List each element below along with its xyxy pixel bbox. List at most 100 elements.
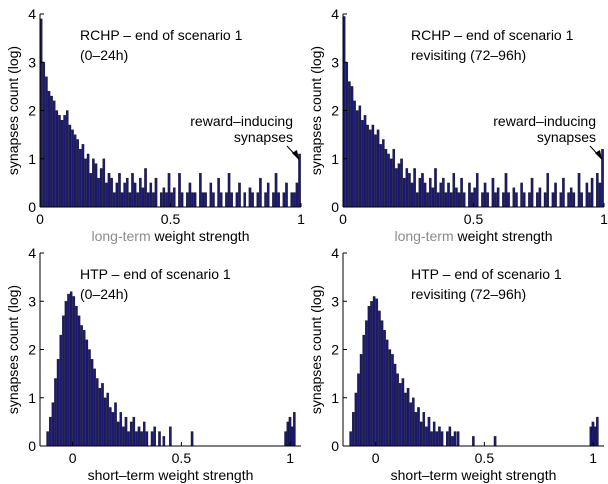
histogram-bar [354, 392, 358, 447]
histogram-bar [54, 378, 57, 447]
histogram-bar [84, 158, 87, 208]
histogram-bar [97, 177, 100, 208]
histogram-bar [475, 173, 479, 208]
histogram-bar [589, 426, 593, 447]
histogram-bar [380, 320, 384, 447]
histogram-bar [379, 144, 382, 208]
histogram-bar [126, 177, 129, 208]
histogram-bar [588, 192, 591, 208]
histogram-bar [209, 182, 213, 208]
histogram-bar [225, 192, 228, 208]
histogram-bar [59, 334, 63, 447]
histogram-bar [448, 426, 452, 447]
y-tick-label: 1 [28, 390, 36, 406]
histogram-bar [49, 416, 52, 447]
histogram-bar [361, 120, 364, 208]
histogram-bar [580, 192, 583, 208]
histogram-bar [88, 349, 91, 447]
histogram-bars [349, 296, 599, 447]
histogram-bar [389, 158, 393, 208]
x-tick-label: 0.5 [475, 450, 495, 466]
histogram-bar [127, 431, 130, 447]
x-tick-label: 1 [589, 450, 597, 466]
histogram-bar [352, 412, 355, 447]
y-tick-label: 1 [331, 151, 339, 167]
histogram-bar [468, 182, 471, 208]
histogram-bar [596, 173, 599, 208]
annotation-title: RCHP – end of scenario 1 [80, 27, 243, 43]
histogram-bar [217, 177, 220, 208]
histogram-bar [293, 412, 296, 447]
y-tick-label: 3 [28, 293, 36, 309]
histogram-bar [288, 416, 292, 447]
histogram-bar [90, 359, 94, 447]
histogram-bar [122, 426, 125, 447]
histogram-bar [447, 182, 450, 208]
histogram-bar [429, 177, 432, 208]
histogram-bar [358, 105, 362, 208]
histogram-bar [435, 431, 439, 447]
y-tick-label: 4 [28, 6, 36, 22]
histogram-bar [144, 168, 147, 208]
histogram-bar [42, 62, 46, 208]
histogram-bar [425, 426, 428, 447]
x-axis-label-prefix: long-term [395, 228, 454, 244]
histogram-bar [158, 431, 161, 447]
histogram-bar [103, 397, 107, 447]
histogram-bar [133, 182, 137, 208]
histogram-bar [397, 163, 401, 208]
histogram-bar [62, 315, 65, 447]
histogram-bar [418, 177, 422, 208]
histogram-bar [449, 192, 453, 208]
chart-panel-2: 0 1 2 3 4 0 0.5 1 synapses count (log) long-term … [308, 6, 608, 244]
y-tick-label: 4 [331, 245, 339, 261]
histogram-bar [417, 407, 420, 447]
histogram-bar [426, 192, 429, 208]
y-tick-label: 0 [331, 438, 339, 454]
y-axis-label: synapses count (log) [308, 46, 324, 175]
histogram-bar [212, 192, 215, 208]
x-tick-label: 0 [372, 450, 380, 466]
histogram-bar [73, 134, 77, 208]
histogram-bar [376, 129, 380, 208]
histogram-bar [577, 173, 581, 208]
histogram-bar [172, 187, 176, 208]
histogram-bar [150, 431, 154, 447]
histogram-bar [110, 177, 113, 208]
histogram-bar [69, 291, 73, 447]
histogram-bar [404, 392, 407, 447]
histogram-bar [396, 373, 399, 447]
histogram-bar [50, 95, 53, 208]
histogram-bar [554, 182, 557, 208]
x-axis-label-main: weight strength [151, 228, 250, 244]
histogram-bar [572, 192, 576, 208]
histogram-bar [410, 182, 414, 208]
histogram-bar [82, 330, 86, 447]
histogram-bar [430, 431, 433, 447]
histogram-bar [107, 173, 111, 208]
histogram-bar [132, 416, 136, 447]
x-tick-label: 0 [339, 211, 347, 227]
histogram-bar [165, 192, 168, 208]
histogram-bar [60, 120, 64, 208]
histogram-bar [370, 301, 373, 447]
x-axis-label: long-term weight strength [92, 228, 250, 244]
histogram-bar [230, 192, 233, 208]
histogram-bar [504, 173, 508, 208]
y-tick-label: 0 [28, 199, 36, 215]
y-tick-label: 3 [331, 293, 339, 309]
histogram-bar [259, 177, 262, 208]
x-tick-label: 0.5 [464, 211, 484, 227]
histogram-bar [162, 436, 166, 447]
histogram-bar [350, 86, 354, 208]
histogram-bar [264, 192, 267, 208]
histogram-bar [178, 173, 181, 208]
histogram-bar [64, 301, 68, 447]
histogram-bar [444, 192, 448, 208]
histogram-bar [129, 421, 133, 447]
y-axis-label: synapses count (log) [5, 285, 21, 414]
histogram-bar [355, 110, 359, 208]
histogram-bar [483, 182, 487, 208]
histogram-bar [141, 187, 145, 208]
